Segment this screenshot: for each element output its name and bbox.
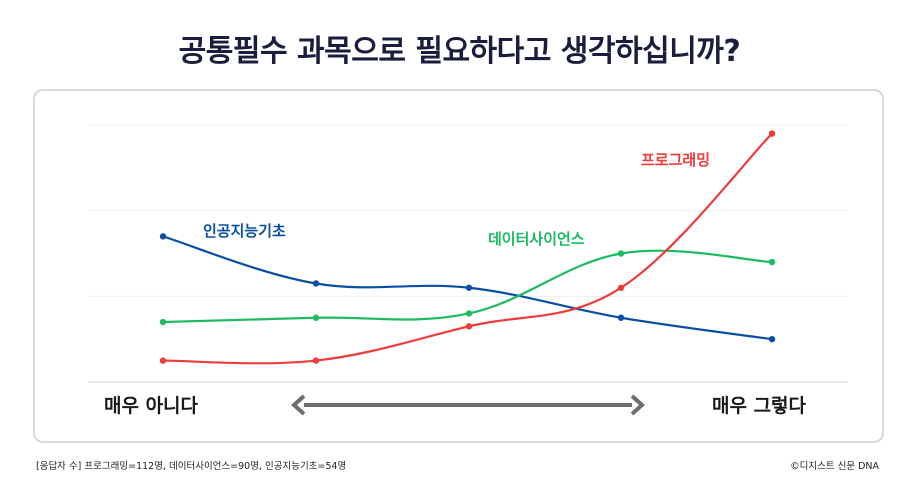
data-point-1-4 (768, 258, 776, 266)
data-point-0-4 (768, 335, 776, 343)
axis-left-label: 매우 아니다 (104, 395, 199, 417)
data-point-2-0 (159, 357, 167, 364)
credit-text: ©디지스트 신문 DNA (790, 461, 879, 472)
respondent-footnote: [응답자 수] 프로그래밍=112명, 데이터사이언스=90명, 인공지능기초=… (36, 461, 347, 472)
data-point-1-1 (312, 314, 320, 321)
grid (88, 124, 848, 383)
scale-arrow (291, 394, 645, 416)
series-label-1: 데이터사이언스 (488, 230, 585, 248)
data-point-0-3 (617, 314, 625, 321)
chart-card (33, 89, 884, 443)
data-point-0-0 (159, 233, 167, 240)
data-point-2-2 (465, 323, 473, 330)
series-label-2: 프로그래밍 (641, 151, 710, 169)
series-points (159, 130, 776, 364)
data-point-2-4 (768, 130, 776, 137)
data-point-1-3 (617, 250, 625, 257)
chart-title: 공통필수 과목으로 필요하다고 생각하십니까? (178, 34, 741, 69)
data-point-2-1 (312, 357, 320, 364)
data-point-1-0 (159, 318, 167, 326)
axis-right-label: 매우 그렇다 (712, 395, 807, 417)
series-label-0: 인공지능기초 (203, 222, 286, 240)
data-point-2-3 (617, 284, 625, 291)
data-point-1-2 (465, 310, 473, 317)
data-point-0-2 (465, 284, 473, 291)
series-labels: 인공지능기초 데이터사이언스 프로그래밍 (203, 151, 710, 248)
data-point-0-1 (312, 280, 320, 287)
